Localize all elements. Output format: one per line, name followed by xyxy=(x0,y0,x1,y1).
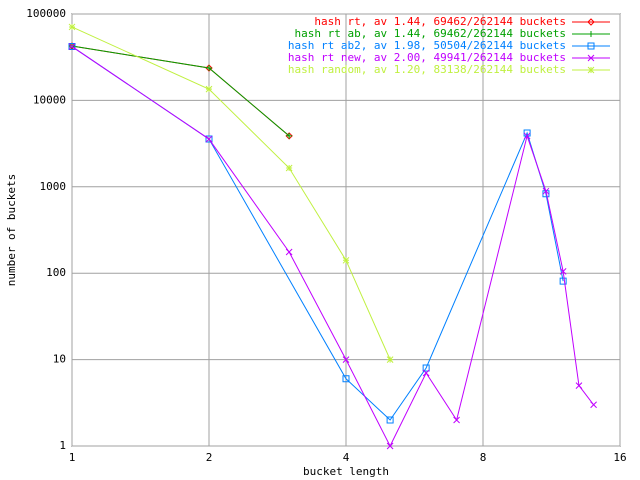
x-tick-label: 4 xyxy=(343,451,350,464)
series-line xyxy=(71,45,290,137)
point-marker xyxy=(286,132,293,139)
y-tick-label: 10000 xyxy=(33,93,66,106)
point-marker xyxy=(542,187,550,195)
point-marker xyxy=(587,42,595,50)
y-tick-label: 1 xyxy=(59,439,66,452)
point-marker xyxy=(342,256,350,264)
x-axis-label: bucket length xyxy=(303,465,389,478)
legend-label: hash rt ab, av 1.44, 69462/262144 bucket… xyxy=(294,27,566,40)
legend-label: hash rt ab2, av 1.98, 50504/262144 bucke… xyxy=(288,39,566,52)
point-marker xyxy=(68,23,76,31)
point-marker xyxy=(559,268,567,275)
legend-label: hash rt, av 1.44, 69462/262144 buckets xyxy=(314,15,566,28)
y-tick-label: 10 xyxy=(53,353,66,366)
point-marker xyxy=(453,416,460,424)
x-tick-label: 2 xyxy=(206,451,213,464)
point-marker xyxy=(206,65,212,72)
point-marker xyxy=(285,248,293,256)
point-marker xyxy=(386,416,394,424)
point-marker xyxy=(575,382,583,389)
y-axis-label: number of buckets xyxy=(5,174,18,287)
point-marker xyxy=(68,43,76,50)
point-marker xyxy=(386,442,394,450)
point-marker xyxy=(587,54,595,62)
series-line xyxy=(71,46,595,448)
point-marker xyxy=(523,129,531,137)
point-marker xyxy=(68,43,76,51)
x-tick-label: 16 xyxy=(613,451,626,464)
y-tick-label: 100 xyxy=(46,266,66,279)
series-line xyxy=(71,46,564,421)
y-tick-label: 100000 xyxy=(26,7,66,20)
point-marker xyxy=(587,66,595,74)
point-marker xyxy=(588,31,594,37)
x-tick-label: 8 xyxy=(480,451,487,464)
point-marker xyxy=(386,356,394,363)
y-tick-label: 1000 xyxy=(40,180,67,193)
point-marker xyxy=(342,356,350,363)
legend-label: hash random, av 1.20, 83138/262144 bucke… xyxy=(288,63,566,76)
x-tick-label: 1 xyxy=(69,451,76,464)
point-marker xyxy=(205,85,213,93)
point-marker xyxy=(205,135,213,143)
series-line xyxy=(71,45,290,137)
legend-label: hash rt new, av 2.00, 49941/262144 bucke… xyxy=(288,51,566,64)
point-marker xyxy=(587,18,595,26)
point-marker xyxy=(422,364,430,372)
series-line xyxy=(71,26,391,360)
point-marker xyxy=(342,375,350,383)
point-marker xyxy=(285,164,293,172)
point-marker xyxy=(285,132,293,140)
point-marker xyxy=(523,132,531,140)
point-marker xyxy=(590,401,597,409)
point-marker xyxy=(422,369,430,377)
